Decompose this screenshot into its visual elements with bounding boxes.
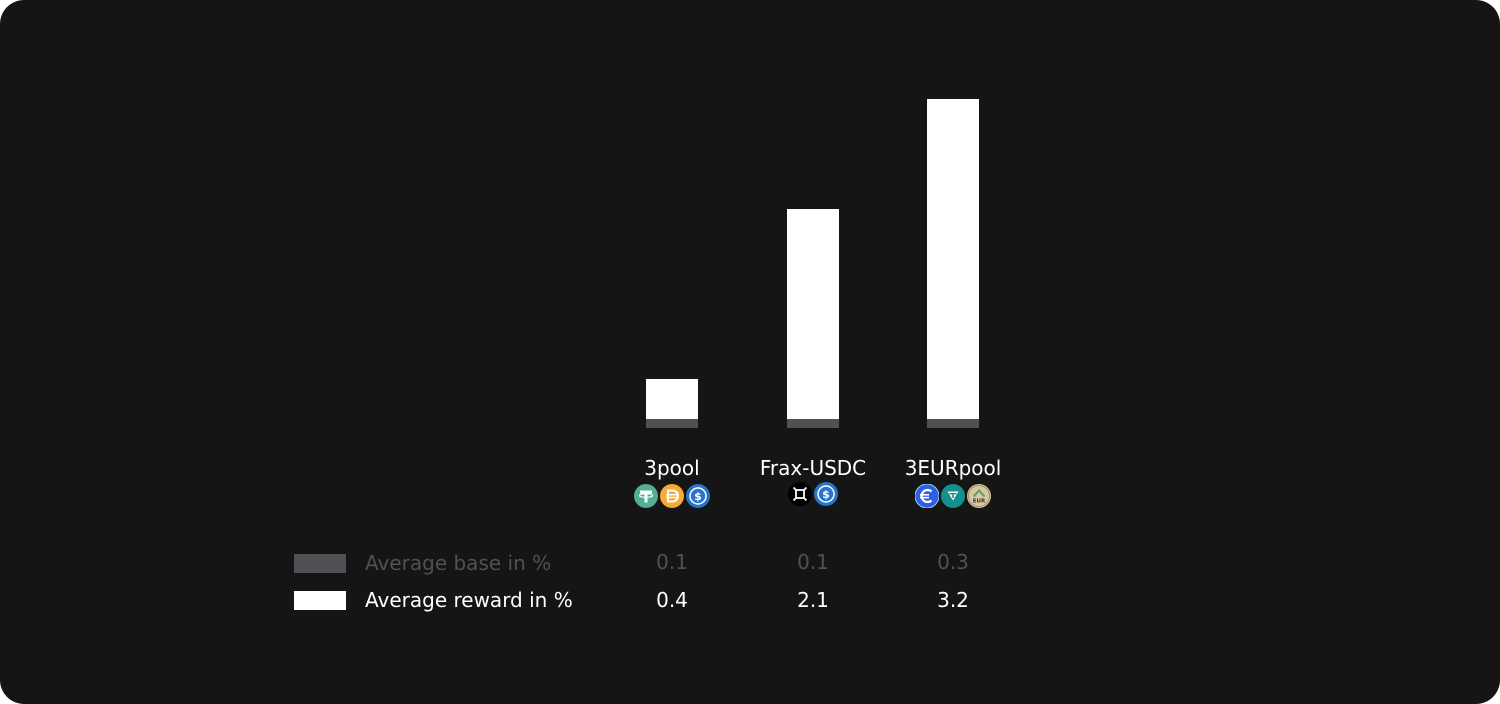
usdt-icon <box>634 484 658 508</box>
ageur-icon: EUR <box>967 484 991 508</box>
eurt-icon <box>941 484 965 508</box>
reward-value-2: 3.2 <box>937 588 969 612</box>
ageur-icon-text: EUR <box>973 499 986 505</box>
bar-reward-1 <box>787 209 839 419</box>
dai-icon <box>660 484 684 508</box>
bar-base-2 <box>927 419 979 428</box>
base-value-1: 0.1 <box>797 550 829 574</box>
category-label-1: Frax-USDC <box>759 456 867 480</box>
token-icons-1: $ <box>713 482 913 506</box>
usdc-icon: $ <box>686 484 710 508</box>
legend-label-reward: Average reward in % <box>365 588 573 612</box>
legend-swatch-reward <box>294 591 346 610</box>
svg-text:$: $ <box>822 488 830 501</box>
eurs-icon <box>914 483 940 509</box>
reward-value-0: 0.4 <box>656 588 688 612</box>
bar-reward-2 <box>927 99 979 419</box>
frax-icon <box>788 482 812 506</box>
base-value-2: 0.3 <box>937 550 969 574</box>
legend-swatch-base <box>294 554 346 573</box>
svg-text:$: $ <box>694 490 702 503</box>
legend-label-base: Average base in % <box>365 551 552 575</box>
bar-base-0 <box>646 419 698 428</box>
token-icons-2: EUR <box>853 483 1053 509</box>
category-label-0: 3pool <box>644 456 700 480</box>
usdc-icon: $ <box>814 482 838 506</box>
token-icons-0: $ <box>572 484 772 508</box>
bar-reward-0 <box>646 379 698 419</box>
category-label-2: 3EURpool <box>904 456 1002 480</box>
bar-base-1 <box>787 419 839 428</box>
reward-value-1: 2.1 <box>797 588 829 612</box>
base-value-0: 0.1 <box>656 550 688 574</box>
